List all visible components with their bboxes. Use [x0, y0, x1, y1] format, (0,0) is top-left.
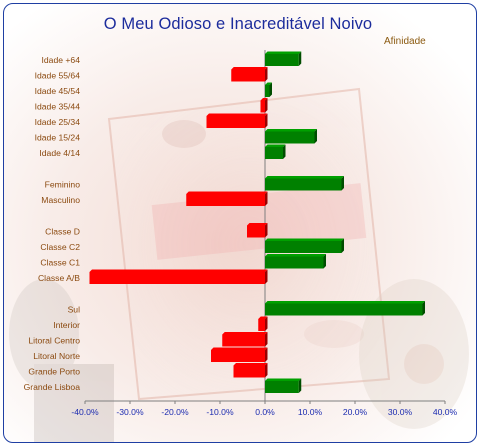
- x-tick-label: 0.0%: [255, 407, 275, 417]
- x-tick-label: 10.0%: [298, 407, 323, 417]
- bar: [186, 191, 268, 206]
- legend-series-label: Afinidade: [384, 36, 426, 47]
- category-label: Classe C1: [40, 258, 80, 268]
- x-tick-label: -30.0%: [116, 407, 144, 417]
- x-tick-label: -20.0%: [161, 407, 189, 417]
- bar: [258, 316, 268, 331]
- category-label: Feminino: [45, 180, 81, 190]
- category-label: Idade 35/44: [35, 102, 81, 112]
- x-tick-label: 20.0%: [343, 407, 368, 417]
- movie-poster-background: [9, 87, 469, 442]
- bride-silhouette: [359, 279, 469, 429]
- bar: [260, 98, 268, 113]
- category-label: Masculino: [41, 195, 80, 205]
- category-label: Idade 15/24: [35, 133, 81, 143]
- bar: [89, 269, 268, 284]
- bar: [233, 363, 268, 378]
- category-label: Idade 4/14: [39, 148, 80, 158]
- category-label: Classe C2: [40, 242, 80, 252]
- bar: [247, 223, 268, 238]
- category-label: Grande Porto: [28, 367, 80, 377]
- category-label: Idade 45/54: [35, 86, 81, 96]
- category-label: Litoral Centro: [28, 336, 80, 346]
- bar: [265, 254, 326, 269]
- bar: [222, 332, 268, 347]
- bar: [265, 129, 317, 144]
- bar: [265, 144, 286, 159]
- bar: [265, 82, 272, 97]
- x-tick-label: 40.0%: [433, 407, 458, 417]
- x-tick-label: 30.0%: [388, 407, 413, 417]
- category-label: Classe D: [45, 227, 80, 237]
- category-label: Idade 25/34: [35, 117, 81, 127]
- category-label: Classe A/B: [38, 273, 80, 283]
- chart-title: O Meu Odioso e Inacreditável Noivo: [103, 15, 373, 33]
- category-label: Sul: [68, 305, 81, 315]
- category-label: Idade +64: [42, 55, 81, 65]
- bar: [206, 113, 268, 128]
- bar: [211, 347, 268, 362]
- bar: [265, 301, 425, 316]
- x-tick-label: -40.0%: [71, 407, 99, 417]
- x-tick-label: -10.0%: [206, 407, 234, 417]
- category-label: Idade 55/64: [35, 71, 81, 81]
- bar: [265, 51, 302, 66]
- category-label: Interior: [53, 320, 80, 330]
- bar: [265, 238, 344, 253]
- bar: [265, 176, 344, 191]
- bar: [231, 67, 268, 82]
- category-label: Grande Lisboa: [24, 382, 81, 392]
- groom-silhouette: [9, 279, 114, 442]
- category-label: Litoral Norte: [33, 351, 80, 361]
- bar: [265, 378, 302, 393]
